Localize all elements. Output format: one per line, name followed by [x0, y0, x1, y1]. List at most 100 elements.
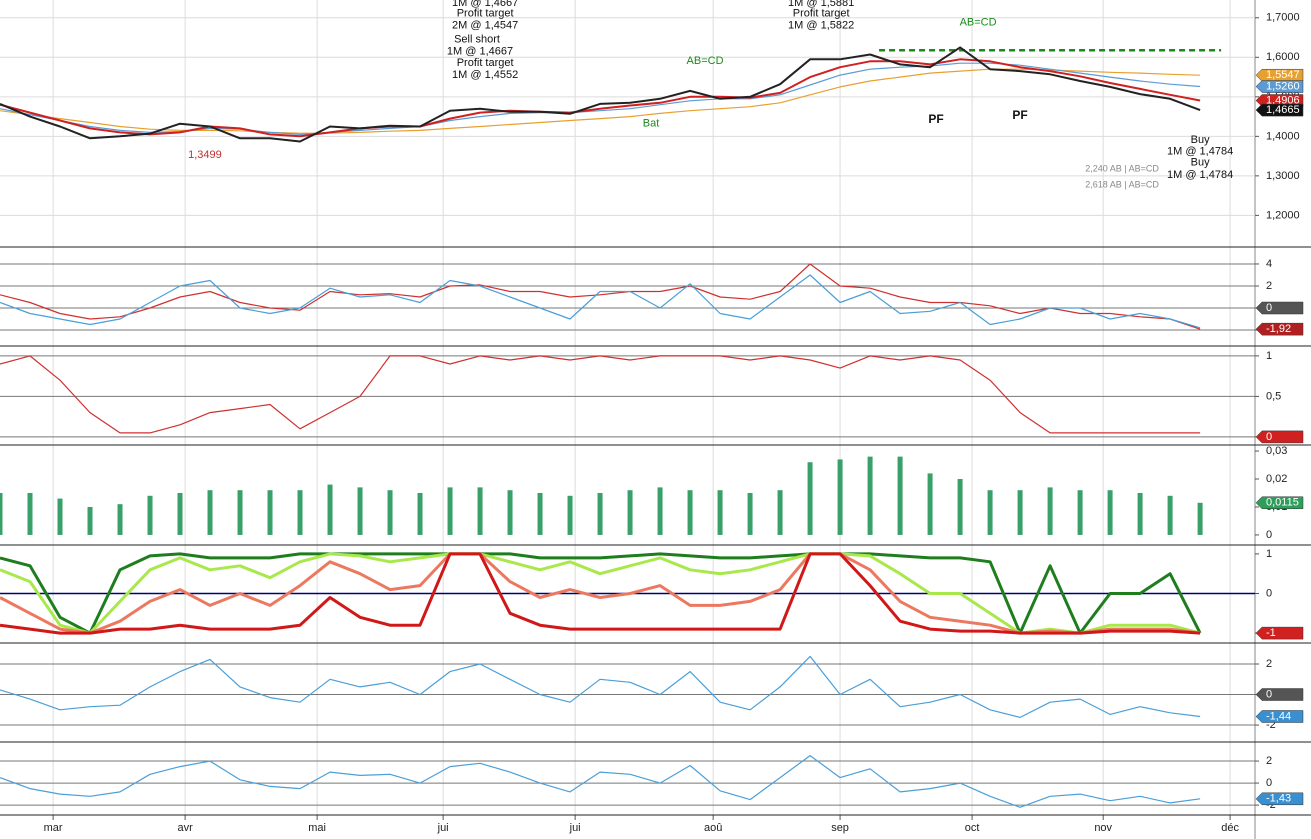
series-line	[0, 263, 1201, 330]
y-tick-label: 1	[1266, 350, 1272, 362]
x-tick-label: déc	[1221, 822, 1239, 834]
bar	[87, 506, 93, 535]
annotation: AB=CD	[687, 55, 724, 67]
annotation: 1M @ 1,4667	[452, 0, 518, 9]
y-tick-label: 1,2000	[1266, 209, 1300, 221]
annotation: Buy	[1191, 157, 1210, 169]
bar	[0, 492, 3, 535]
bar	[147, 495, 153, 535]
bar	[1167, 495, 1173, 535]
annotation: 1M @ 1,4784	[1167, 169, 1233, 181]
value-marker	[1255, 322, 1304, 336]
series-line	[0, 552, 1201, 635]
series-line	[0, 58, 1201, 138]
bar	[477, 487, 483, 535]
y-tick-label: 2	[1266, 755, 1272, 767]
bar	[1047, 487, 1053, 535]
bar	[327, 484, 333, 535]
annotation: 1M @ 1,5822	[788, 20, 854, 32]
annotation: Profit target	[457, 57, 514, 69]
value-marker	[1255, 710, 1304, 723]
bar	[627, 490, 633, 535]
bar	[867, 456, 873, 535]
value-marker	[1255, 80, 1304, 93]
y-tick-label: -2	[1266, 719, 1276, 731]
value-marker-label: 1,5547	[1266, 69, 1300, 81]
x-tick-label: jui	[569, 822, 581, 834]
bar	[1017, 490, 1023, 535]
bar	[807, 462, 813, 535]
value-marker-label: 0	[1266, 431, 1272, 443]
x-tick-label: mai	[308, 822, 326, 834]
y-tick-label: 0	[1266, 587, 1272, 599]
annotation: 2M @ 1,4547	[452, 20, 518, 32]
x-tick-label: oct	[965, 822, 980, 834]
y-tick-label: 1,7000	[1266, 12, 1300, 24]
bar	[357, 487, 363, 535]
value-marker-label: 0	[1266, 302, 1272, 314]
bar	[747, 492, 753, 535]
x-tick-label: sep	[831, 822, 849, 834]
series-line	[0, 552, 1201, 635]
value-marker	[1255, 430, 1304, 444]
bar	[657, 487, 663, 535]
x-tick-label: mar	[44, 822, 63, 834]
x-tick-label: jui	[437, 822, 449, 834]
value-marker-label: 0	[1266, 688, 1272, 700]
bar	[387, 490, 393, 535]
bar	[687, 490, 693, 535]
bar	[837, 459, 843, 535]
value-marker	[1255, 301, 1304, 315]
bar	[597, 492, 603, 535]
bar	[57, 498, 63, 535]
series-line	[0, 655, 1201, 719]
value-marker	[1255, 626, 1304, 640]
value-marker-label: -1,43	[1266, 793, 1291, 805]
annotation: 1M @ 1,4784	[1167, 145, 1233, 157]
annotation: 2,618 AB | AB=CD	[1085, 179, 1159, 189]
bar	[267, 490, 273, 535]
annotation: Profit target	[457, 8, 514, 20]
value-marker-label: 0,0115	[1266, 497, 1299, 509]
bar	[447, 487, 453, 535]
y-tick-label: 1	[1266, 548, 1272, 560]
value-marker-label: -1	[1266, 627, 1276, 639]
bar	[957, 479, 963, 535]
bar	[987, 490, 993, 535]
series-line	[0, 355, 1201, 434]
annotation: 1,3499	[188, 149, 222, 161]
value-marker	[1255, 496, 1304, 510]
annotation: 1M @ 1,5881	[788, 0, 854, 9]
annotation: 2,240 AB | AB=CD	[1085, 164, 1159, 174]
bar	[1077, 490, 1083, 535]
bar	[537, 492, 543, 535]
y-tick-label: 1,4000	[1266, 130, 1300, 142]
x-tick-label: avr	[177, 822, 193, 834]
value-marker-label: -1,92	[1266, 323, 1291, 335]
bar	[1197, 502, 1203, 535]
bar	[507, 490, 513, 535]
annotation: 1M @ 1,4552	[452, 69, 518, 81]
bar	[1137, 492, 1143, 535]
bar	[207, 490, 213, 535]
series-line	[0, 274, 1201, 329]
bar	[1107, 490, 1113, 535]
y-tick-label: 4	[1266, 258, 1272, 270]
bar	[27, 492, 33, 535]
bar	[927, 473, 933, 535]
bar	[567, 495, 573, 535]
x-tick-label: nov	[1094, 822, 1112, 834]
annotation: Bat	[643, 118, 660, 130]
bar	[297, 490, 303, 535]
value-marker-label: 1,4906	[1266, 94, 1300, 106]
annotation: 1M @ 1,4667	[447, 45, 513, 57]
value-marker	[1255, 792, 1304, 806]
value-marker-label: -1,44	[1266, 710, 1291, 722]
value-marker-label: 1,5260	[1266, 80, 1300, 92]
value-marker-label: 1,4665	[1266, 104, 1300, 116]
series-line	[0, 46, 1201, 143]
bar	[177, 492, 183, 535]
y-tick-label: 1,3000	[1266, 170, 1300, 182]
